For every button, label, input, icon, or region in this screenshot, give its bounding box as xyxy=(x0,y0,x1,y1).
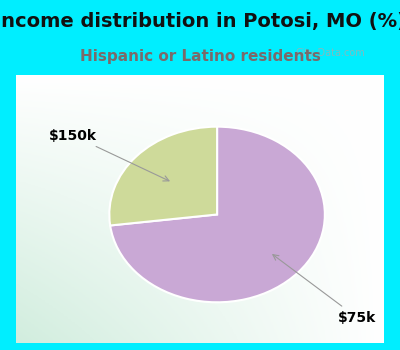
Text: Hispanic or Latino residents: Hispanic or Latino residents xyxy=(80,49,320,64)
Text: $150k: $150k xyxy=(49,128,169,181)
Wedge shape xyxy=(110,127,325,302)
Text: City-Data.com: City-Data.com xyxy=(296,48,366,58)
Text: Income distribution in Potosi, MO (%): Income distribution in Potosi, MO (%) xyxy=(0,12,400,30)
Text: $75k: $75k xyxy=(273,255,376,324)
Wedge shape xyxy=(109,127,217,225)
